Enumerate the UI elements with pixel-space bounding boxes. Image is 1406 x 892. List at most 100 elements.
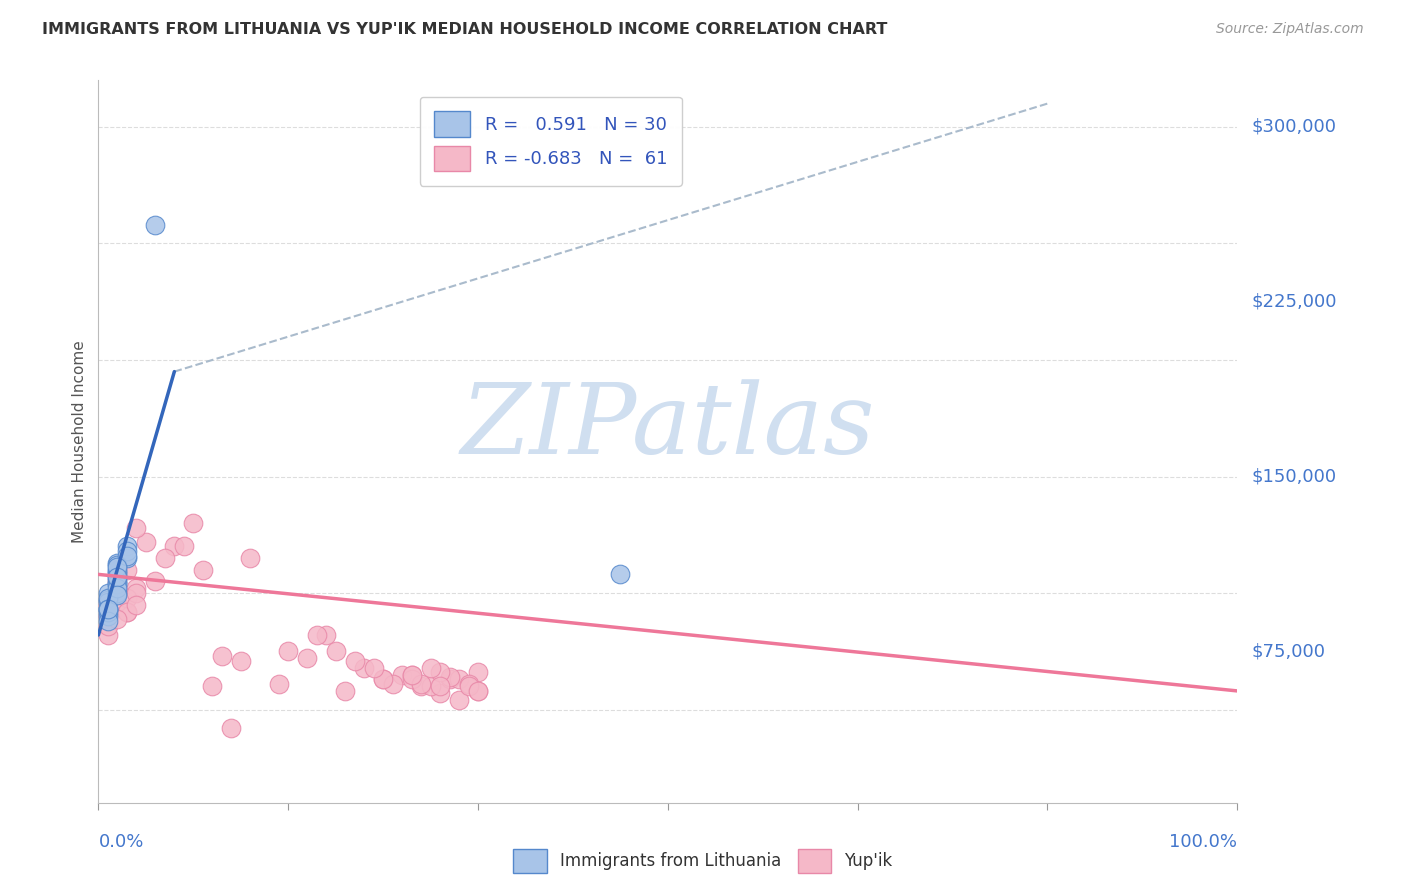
Point xyxy=(439,670,461,684)
Point xyxy=(107,556,129,570)
Point xyxy=(107,582,129,596)
Text: Source: ZipAtlas.com: Source: ZipAtlas.com xyxy=(1216,22,1364,37)
Point xyxy=(107,576,129,591)
Text: $75,000: $75,000 xyxy=(1251,642,1326,660)
Point xyxy=(467,684,489,698)
Point xyxy=(107,586,129,600)
Point xyxy=(107,570,129,584)
Text: $300,000: $300,000 xyxy=(1251,118,1336,136)
Legend: R =   0.591   N = 30, R = -0.683   N =  61: R = 0.591 N = 30, R = -0.683 N = 61 xyxy=(419,96,682,186)
Point xyxy=(153,551,176,566)
Point xyxy=(411,677,433,691)
Point xyxy=(457,679,479,693)
Point xyxy=(107,565,129,579)
Point xyxy=(97,586,120,600)
Point xyxy=(467,665,489,680)
Point xyxy=(107,570,129,584)
Point xyxy=(107,586,129,600)
Point xyxy=(97,618,120,632)
Point xyxy=(125,598,148,612)
Point xyxy=(107,595,129,609)
Point xyxy=(163,540,186,554)
Point xyxy=(107,560,129,574)
Point xyxy=(183,516,205,530)
Text: $150,000: $150,000 xyxy=(1251,467,1336,485)
Point xyxy=(135,534,157,549)
Point xyxy=(429,665,451,680)
Point xyxy=(97,591,120,605)
Point xyxy=(201,679,224,693)
Point xyxy=(391,667,413,681)
Point xyxy=(401,667,423,681)
Point xyxy=(371,673,394,687)
Y-axis label: Median Household Income: Median Household Income xyxy=(72,340,87,543)
Text: $225,000: $225,000 xyxy=(1251,293,1337,310)
Point xyxy=(363,660,385,674)
Text: ZIPatlas: ZIPatlas xyxy=(461,379,875,475)
Point xyxy=(429,679,451,693)
Point xyxy=(97,628,120,642)
Text: 0.0%: 0.0% xyxy=(98,833,143,851)
Point xyxy=(609,567,631,582)
Point xyxy=(97,614,120,628)
Point xyxy=(229,654,252,668)
Point xyxy=(145,218,167,232)
Text: 100.0%: 100.0% xyxy=(1170,833,1237,851)
Point xyxy=(97,602,120,616)
Point xyxy=(419,679,441,693)
Point xyxy=(107,574,129,589)
Point xyxy=(115,605,138,619)
Point xyxy=(267,677,290,691)
Point xyxy=(97,602,120,616)
Point xyxy=(107,612,129,626)
Point xyxy=(115,605,138,619)
Text: IMMIGRANTS FROM LITHUANIA VS YUP'IK MEDIAN HOUSEHOLD INCOME CORRELATION CHART: IMMIGRANTS FROM LITHUANIA VS YUP'IK MEDI… xyxy=(42,22,887,37)
Point xyxy=(97,593,120,607)
Point xyxy=(145,574,167,589)
Point xyxy=(343,654,366,668)
Point xyxy=(97,602,120,616)
Point xyxy=(97,609,120,624)
Point xyxy=(115,563,138,577)
Point xyxy=(191,563,214,577)
Point xyxy=(97,595,120,609)
Point xyxy=(107,558,129,572)
Point xyxy=(125,521,148,535)
Point xyxy=(429,686,451,700)
Point xyxy=(115,551,138,566)
Point xyxy=(221,721,243,735)
Point xyxy=(371,673,394,687)
Point xyxy=(107,588,129,602)
Point xyxy=(467,684,489,698)
Point xyxy=(411,679,433,693)
Point xyxy=(125,582,148,596)
Point xyxy=(401,673,423,687)
Point xyxy=(353,660,375,674)
Legend: Immigrants from Lithuania, Yup'ik: Immigrants from Lithuania, Yup'ik xyxy=(506,842,900,880)
Point xyxy=(419,660,441,674)
Point xyxy=(277,644,299,658)
Point xyxy=(239,551,262,566)
Point xyxy=(115,549,138,563)
Point xyxy=(107,563,129,577)
Point xyxy=(115,591,138,605)
Point xyxy=(97,605,120,619)
Point xyxy=(97,598,120,612)
Point xyxy=(115,540,138,554)
Point xyxy=(457,677,479,691)
Point xyxy=(305,628,328,642)
Point xyxy=(125,586,148,600)
Point xyxy=(325,644,347,658)
Point xyxy=(401,667,423,681)
Point xyxy=(439,673,461,687)
Point xyxy=(107,576,129,591)
Point xyxy=(449,693,471,707)
Point xyxy=(297,651,319,665)
Point xyxy=(381,677,404,691)
Point xyxy=(115,544,138,558)
Point xyxy=(107,574,129,589)
Point xyxy=(315,628,337,642)
Point xyxy=(107,567,129,582)
Point xyxy=(211,648,233,663)
Point xyxy=(449,673,471,687)
